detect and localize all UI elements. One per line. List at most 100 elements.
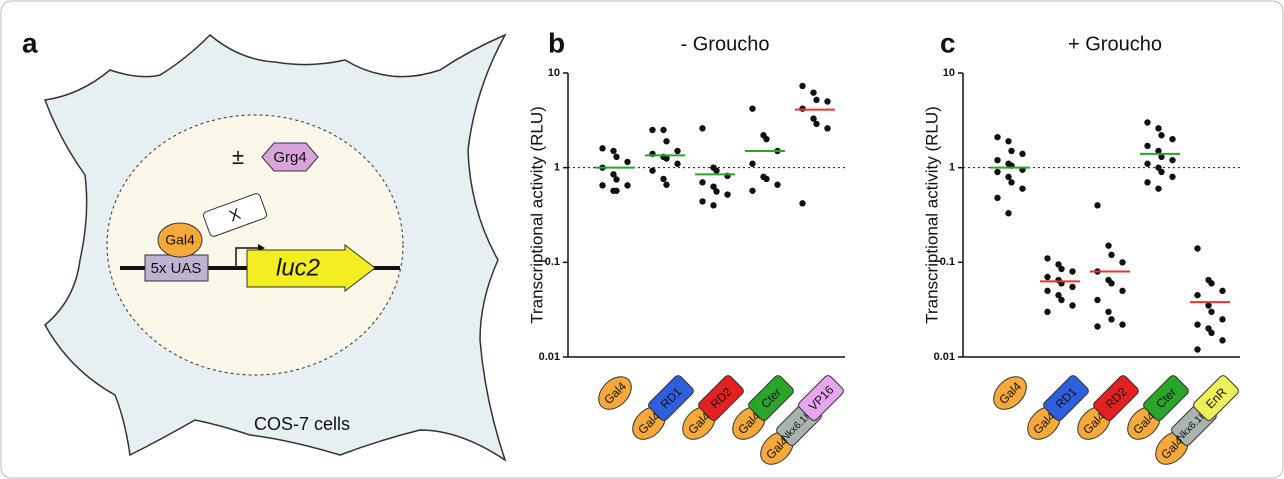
data-point — [710, 183, 717, 190]
data-point — [810, 89, 817, 96]
data-point — [1119, 259, 1126, 266]
data-point — [749, 187, 756, 194]
data-point — [1044, 273, 1051, 281]
chart-title: + Groucho — [1068, 33, 1162, 55]
nucleus — [106, 114, 404, 376]
domain-box — [1193, 375, 1239, 421]
data-point — [1144, 160, 1151, 167]
data-point — [699, 198, 706, 205]
data-point — [994, 168, 1001, 176]
data-point — [1005, 138, 1012, 145]
data-point — [713, 167, 720, 174]
data-point — [1119, 321, 1126, 328]
data-point — [994, 133, 1001, 141]
data-point — [1008, 147, 1015, 155]
data-point — [1058, 296, 1065, 304]
data-point — [1119, 287, 1126, 295]
data-point — [1219, 337, 1226, 344]
element: 5x UAS — [151, 260, 202, 277]
domain-box — [798, 375, 844, 421]
gal4-oval — [157, 222, 203, 258]
data-point — [649, 126, 656, 134]
data-point — [1005, 210, 1012, 217]
data-point — [724, 191, 731, 198]
tss-arrow — [235, 247, 258, 266]
data-point — [1144, 142, 1151, 150]
data-point — [613, 153, 620, 161]
reporter: luc2 — [276, 254, 320, 281]
data-point — [810, 115, 817, 122]
data-point — [663, 138, 670, 145]
luc2-arrow — [246, 243, 376, 293]
data-point — [663, 155, 670, 162]
panel-label: b — [548, 27, 565, 58]
data-point — [710, 202, 717, 209]
data-point — [649, 167, 656, 174]
data-point — [1055, 261, 1062, 268]
panel-label: a — [22, 27, 38, 58]
data-point — [1019, 150, 1026, 158]
y-tick-label: 0.1 — [940, 256, 955, 268]
panel-label: c — [940, 27, 956, 58]
modifier: ± — [232, 144, 244, 169]
data-point — [699, 179, 706, 186]
data-point — [624, 158, 631, 166]
data-point — [1044, 308, 1051, 316]
data-point — [1194, 291, 1201, 299]
y-tick-label: 10 — [548, 67, 560, 79]
data-point — [1158, 168, 1165, 176]
data-point — [1194, 346, 1201, 353]
domain-box — [748, 375, 794, 421]
data-point — [674, 147, 681, 155]
data-point — [1055, 291, 1062, 299]
data-point — [1108, 316, 1115, 323]
data-point — [599, 145, 606, 152]
y-axis-label: Transcriptional activity (RLU) — [527, 106, 546, 324]
data-point — [660, 126, 667, 134]
panel-a: a ± Grg4 5x UAS X Gal4 luc2 COS-7 cells — [22, 27, 507, 462]
data-point — [1069, 302, 1076, 309]
data-point — [1208, 280, 1215, 287]
data-point — [610, 147, 617, 155]
data-point — [1194, 321, 1201, 328]
data-point — [994, 194, 1001, 202]
gal4-oval — [993, 376, 1027, 410]
domain-box — [1143, 375, 1189, 421]
construct-part: EnR — [1193, 375, 1239, 421]
data-point — [824, 98, 831, 105]
data-point — [674, 160, 681, 167]
x-box — [202, 193, 268, 237]
data-point — [824, 125, 831, 132]
data-point — [660, 175, 667, 183]
data-point — [1169, 156, 1176, 164]
data-point — [1219, 287, 1226, 295]
data-point — [1219, 316, 1226, 323]
data-point — [1058, 265, 1065, 273]
data-point — [613, 187, 620, 194]
data-point — [763, 175, 770, 183]
data-point — [1169, 173, 1176, 181]
binder: Gal4 — [165, 232, 195, 248]
data-point — [699, 125, 706, 132]
data-point — [813, 96, 820, 104]
data-point — [663, 181, 670, 188]
x-box-group: X — [202, 193, 268, 237]
domain-box — [698, 375, 744, 421]
construct-part: Gal4 — [993, 376, 1027, 410]
data-point — [1169, 135, 1176, 143]
data-point — [1069, 268, 1076, 275]
y-tick-label: 0.01 — [539, 351, 560, 363]
protein: Grg4 — [273, 149, 306, 166]
data-point — [1155, 147, 1162, 155]
construct-part: Gal4 — [598, 376, 632, 410]
data-point — [1144, 179, 1151, 186]
data-point — [613, 176, 620, 183]
data-point — [1208, 308, 1215, 316]
data-point — [1155, 125, 1162, 132]
construct-part: Cter — [1143, 375, 1189, 421]
data-point — [799, 82, 806, 90]
gal4-oval — [598, 376, 632, 410]
cell-line: COS-7 cells — [254, 414, 350, 434]
data-point — [713, 188, 720, 195]
